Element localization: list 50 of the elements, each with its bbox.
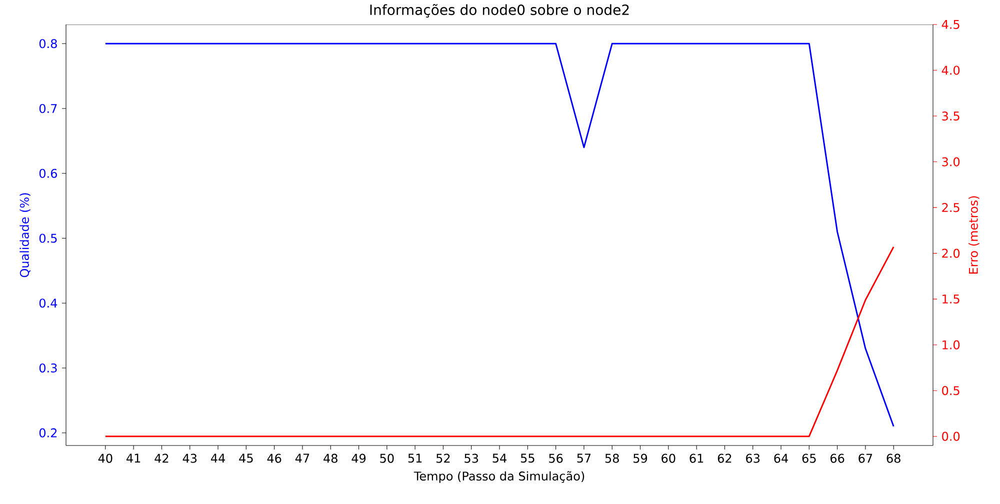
y-tick-label: 0.3 [39,364,57,373]
x-tick-label: 68 [886,454,900,464]
y2-tick-label: 0.0 [942,432,960,442]
x-tick-label: 46 [267,454,282,464]
y-axis-title: Qualidade (%) [20,193,30,278]
y2-tick-label: 3.0 [942,158,960,167]
x-tick-label: 48 [324,454,338,464]
y-tick-label: 0.4 [39,298,58,308]
x-tick-label: 42 [154,454,168,463]
x-tick-label: 65 [802,454,816,464]
x-tick-label: 45 [239,454,253,463]
x-tick-label: 56 [549,454,563,464]
y2-tick-label: 2.0 [942,249,960,258]
x-tick-label: 63 [746,454,760,464]
y2-tick-label: 1.5 [942,294,960,304]
x-tick-label: 47 [295,454,310,463]
x-tick-label: 51 [408,454,422,463]
x-tick-label: 67 [858,454,872,464]
x-tick-label: 49 [352,454,366,464]
y2-tick-label: 4.5 [942,20,960,30]
y-tick-label: 0.5 [39,234,57,244]
y2-axis-title: Erro (metros) [968,196,980,274]
y2-tick-label: 4.0 [942,66,960,76]
x-axis-title: Tempo (Passo da Simulação) [414,471,584,484]
x-tick-label: 66 [830,454,844,464]
x-tick-label: 54 [492,454,506,463]
x-tick-label: 62 [718,454,732,464]
y2-tick-label: 3.5 [942,112,960,121]
y-tick-label: 0.7 [39,104,57,114]
x-tick-label: 41 [126,454,140,463]
y-tick-label: 0.2 [39,428,57,438]
x-tick-label: 50 [380,454,394,464]
x-tick-label: 64 [774,454,788,464]
x-tick-label: 57 [577,454,591,463]
y-tick-label: 0.6 [39,169,57,178]
x-tick-label: 43 [182,454,197,464]
y2-tick-label: 2.5 [942,203,960,212]
y2-tick-label: 0.5 [942,386,960,396]
x-tick-label: 60 [662,454,676,464]
x-tick-label: 59 [634,454,648,464]
x-tick-label: 61 [690,454,704,464]
x-tick-label: 44 [210,454,225,463]
x-tick-label: 40 [98,454,112,464]
x-tick-label: 53 [464,454,478,464]
chart-title: Informações do node0 sobre o node2 [370,4,629,18]
y2-tick-label: 1.0 [942,340,960,350]
x-tick-label: 58 [605,454,619,464]
y-tick-label: 0.8 [39,39,57,48]
x-tick-label: 52 [436,454,450,464]
x-tick-label: 55 [520,454,534,463]
